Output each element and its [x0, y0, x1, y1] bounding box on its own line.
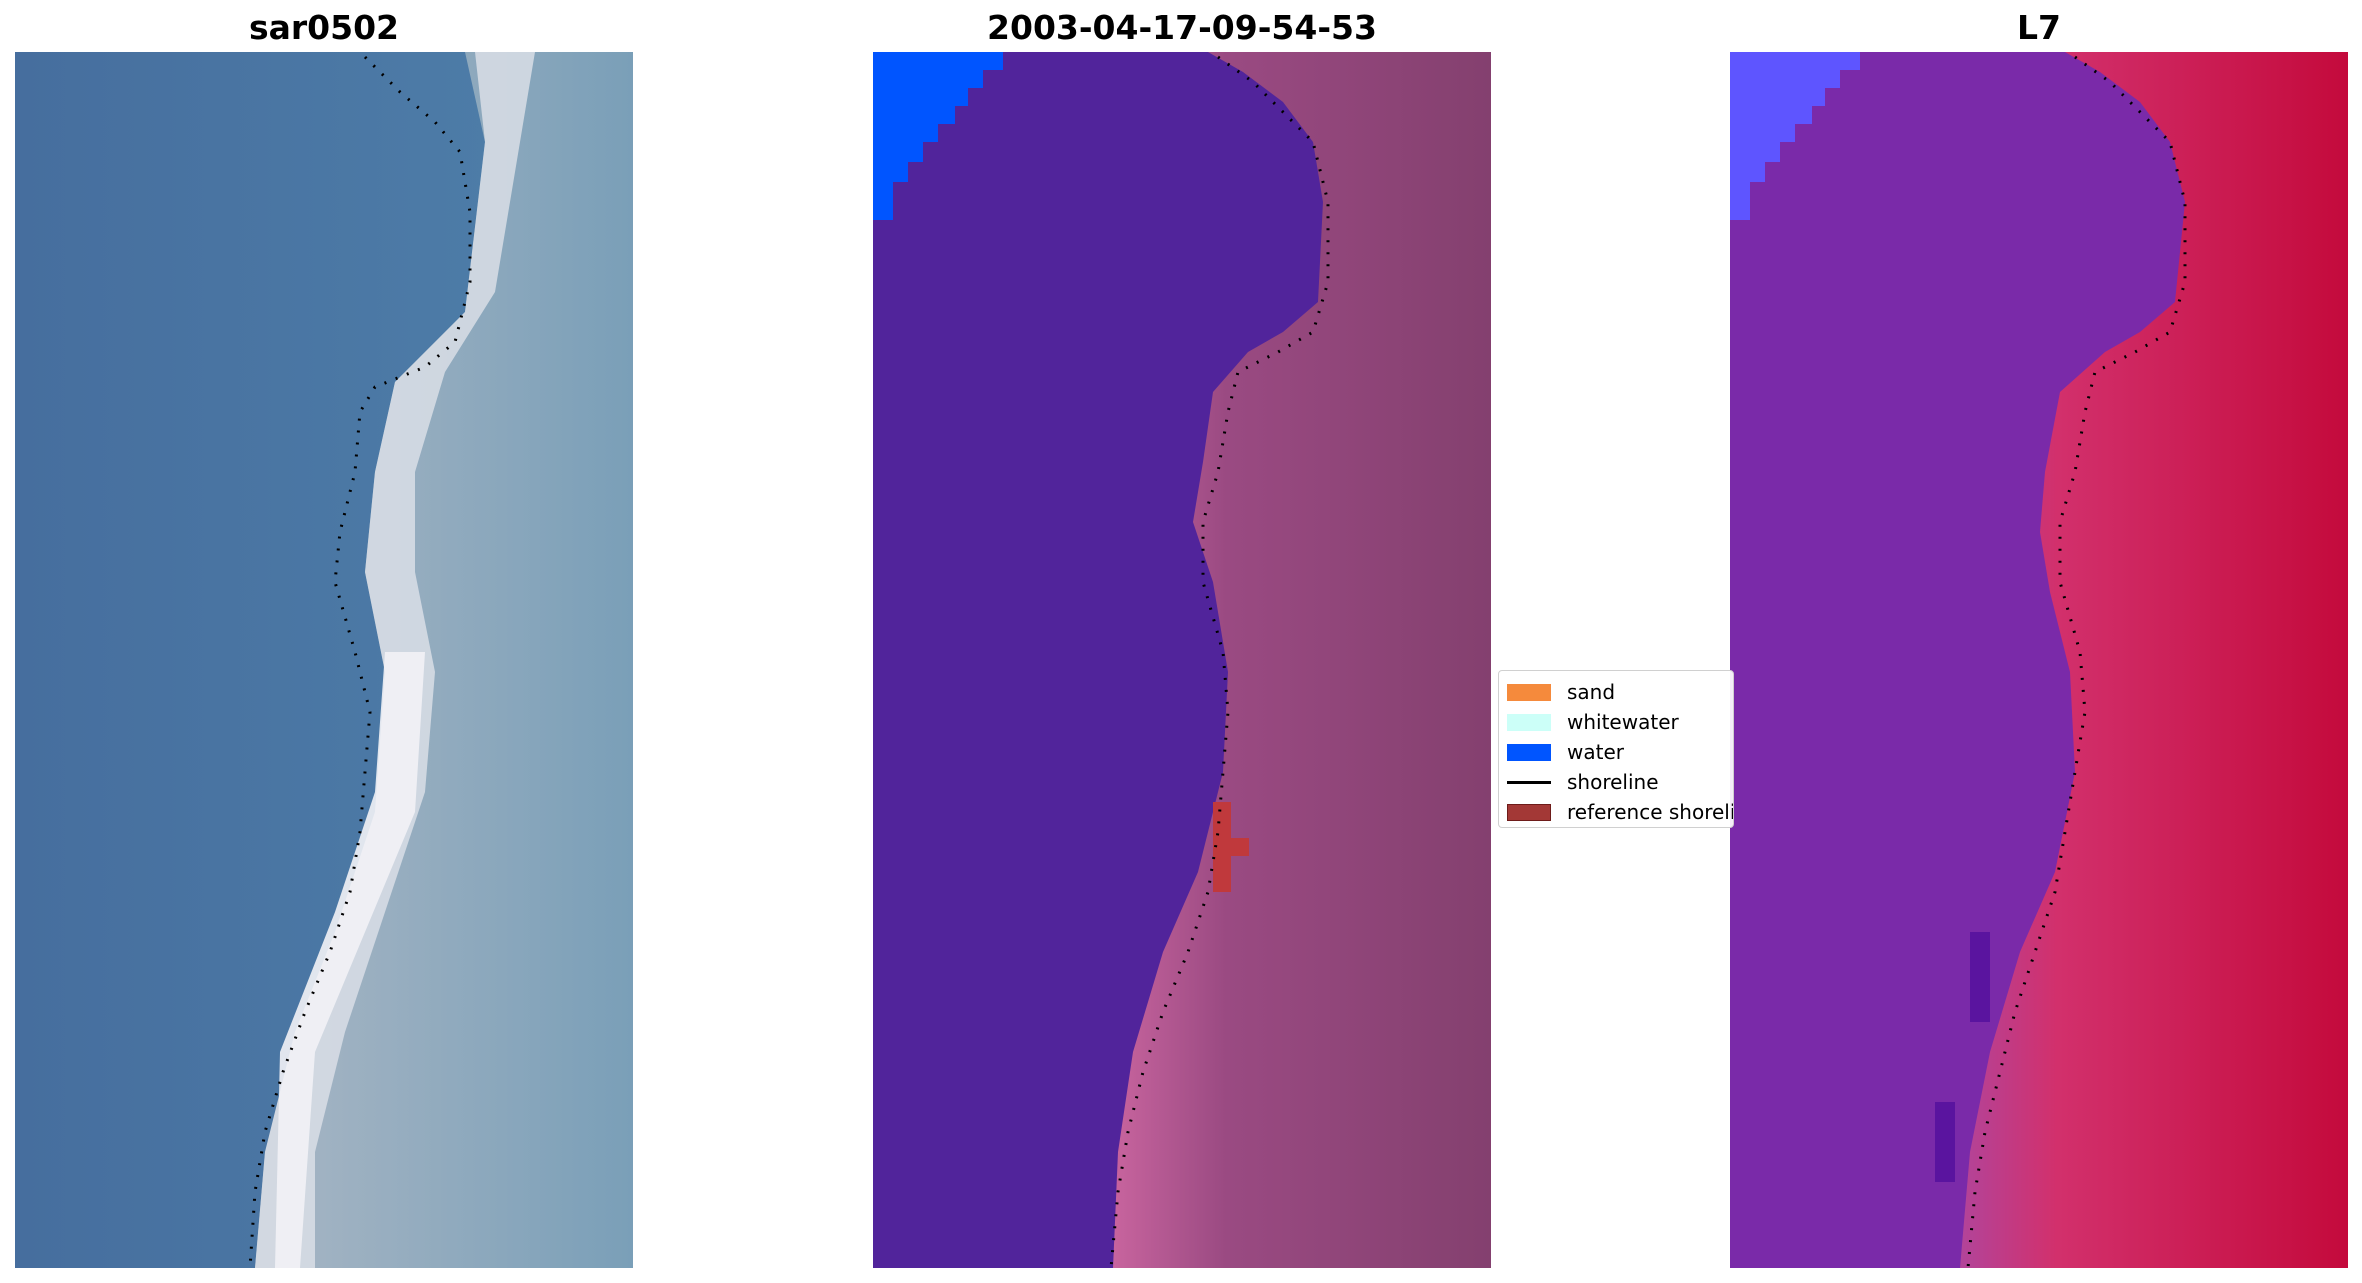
rgb-image — [15, 52, 633, 1268]
land-class-area — [1113, 52, 1491, 1268]
reference-shoreline-marker-arm — [1213, 838, 1249, 856]
legend-item-water: water — [1507, 737, 1733, 767]
legend-swatch-water — [1507, 743, 1551, 761]
blue-index-region — [1730, 52, 1860, 220]
land-index-area — [1960, 52, 2348, 1268]
legend: sand whitewater water shoreline referenc… — [1498, 670, 1734, 828]
panel-title-ndwi: L7 — [2017, 8, 2061, 47]
legend-label: whitewater — [1567, 710, 1679, 734]
blue-water-region — [873, 52, 1003, 220]
legend-swatch-whitewater — [1507, 713, 1551, 731]
rgb-image-panel — [15, 52, 633, 1268]
legend-label: shoreline — [1567, 770, 1659, 794]
legend-label: reference shoreline — [1567, 800, 1733, 824]
classification-image — [873, 52, 1491, 1268]
panel-title-rgb: sar0502 — [248, 8, 400, 47]
legend-swatch-reference-shoreline — [1507, 803, 1551, 821]
panel-title-classification: 2003-04-17-09-54-53 — [987, 8, 1377, 47]
legend-label: water — [1567, 740, 1624, 764]
dark-water-patch — [1935, 1102, 1955, 1182]
surf-bright — [275, 652, 425, 1268]
legend-item-reference-shoreline: reference shoreline — [1507, 797, 1733, 827]
classification-panel — [873, 52, 1491, 1268]
legend-item-shoreline: shoreline — [1507, 767, 1733, 797]
ndwi-image — [1730, 52, 2348, 1268]
legend-swatch-shoreline — [1507, 780, 1551, 784]
legend-item-whitewater: whitewater — [1507, 707, 1733, 737]
dark-water-patch — [1970, 932, 1990, 1022]
ndwi-panel — [1730, 52, 2348, 1268]
legend-item-sand: sand — [1507, 677, 1733, 707]
legend-swatch-sand — [1507, 683, 1551, 701]
legend-label: sand — [1567, 680, 1616, 704]
